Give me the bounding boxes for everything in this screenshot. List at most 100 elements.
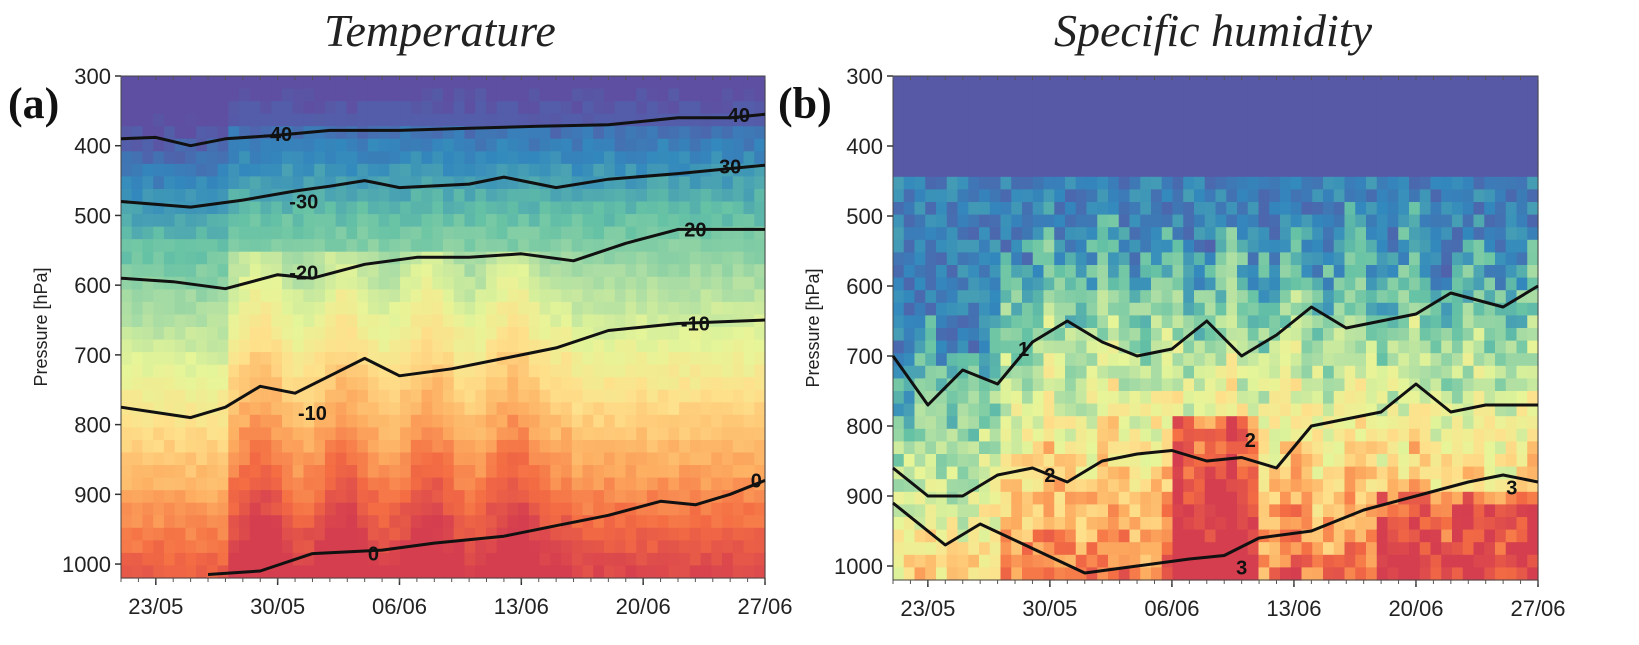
temp-cell [121,289,133,303]
hum-cell [1473,340,1485,354]
hum-cell [1151,466,1163,480]
temp-cell [131,138,144,152]
hum-cell [1022,542,1034,556]
temp-cell [303,339,315,353]
temp-cell [324,163,337,177]
hum-cell [1323,101,1335,115]
temp-cell [657,289,669,303]
hum-cell [1065,176,1077,190]
temp-cell [689,76,702,90]
temp-cell [228,201,240,215]
temp-cell [357,540,369,554]
temp-cell [561,477,573,491]
hum-cell [1172,340,1184,354]
temp-cell [389,76,401,90]
hum-cell [1484,315,1496,329]
hum-cell [1226,227,1238,241]
hum-cell [946,113,959,127]
hum-cell [1333,315,1346,329]
temp-cell [400,151,412,165]
temp-cell [593,314,605,328]
hum-cell [1312,202,1324,216]
hum-cell [1022,391,1034,405]
temp-cell [604,239,616,253]
temp-cell [464,276,476,290]
hum-cell [1086,504,1098,518]
hum-cell [1366,88,1378,102]
temp-cell [292,565,305,579]
hum-cell [1484,126,1496,140]
temp-cell [389,339,401,353]
temp-cell [464,138,476,152]
hum-cell [1151,113,1163,127]
hum-cell [1452,239,1464,253]
temp-cell [679,138,691,152]
hum-cell [1011,554,1023,568]
hum-cell [1366,340,1378,354]
temp-cell [228,552,240,567]
hum-cell [957,542,969,556]
temp-cell [507,126,519,140]
temp-cell [400,264,412,278]
temp-cell [496,377,508,391]
hum-cell [1054,252,1066,266]
temp-cell [453,502,466,516]
temp-cell [367,276,380,290]
temp-cell [389,314,401,328]
temp-cell [206,276,219,290]
hum-cell [1258,151,1270,165]
hum-cell [1430,353,1442,367]
hum-cell [1194,428,1206,442]
hum-cell [1516,391,1528,405]
hum-cell [1075,479,1088,493]
temp-cell [550,402,562,416]
hum-cell [1290,302,1303,316]
panel-b-title: Specific humidity [1053,5,1373,56]
hum-cell [1226,265,1238,279]
hum-cell [1387,529,1399,543]
temp-cell [754,163,766,177]
hum-cell [1323,126,1335,140]
temp-cell [142,251,154,265]
temp-cell [185,490,197,504]
temp-cell [324,101,337,115]
temp-cell [249,264,262,278]
temp-cell [271,276,283,290]
hum-cell [1183,340,1195,354]
hum-cell [1172,239,1184,253]
hum-cell [1183,151,1195,165]
hum-cell [979,189,991,203]
hum-cell [1290,328,1303,342]
temp-cell [732,477,745,491]
hum-cell [1419,403,1432,417]
temp-cell [228,314,240,328]
temp-cell [303,113,315,127]
temp-cell [335,88,347,102]
temp-cell [593,477,605,491]
hum-cell [1505,239,1518,253]
temp-cell [367,402,380,416]
temp-xtick-label: 06/06 [372,594,427,619]
temp-cell [700,364,712,378]
temp-cell [196,126,208,140]
hum-cell [914,504,926,518]
temp-cell [121,439,133,454]
temp-cell [614,138,627,152]
hum-cell [903,277,916,291]
temp-cell [722,352,734,366]
hum-cell [1065,441,1077,455]
temp-cell [604,527,616,541]
temp-cell [249,276,262,290]
temp-cell [625,201,637,215]
hum-cell [1387,265,1399,279]
temp-cell [700,126,712,140]
hum-shading [893,76,1539,581]
temp-cell [421,465,433,479]
temp-cell [539,101,551,115]
hum-cell [1258,76,1270,90]
hum-cell [1355,466,1367,480]
hum-cell [1000,139,1012,153]
temp-cell [271,138,283,152]
temp-cell [249,377,262,391]
hum-cell [1054,378,1066,392]
